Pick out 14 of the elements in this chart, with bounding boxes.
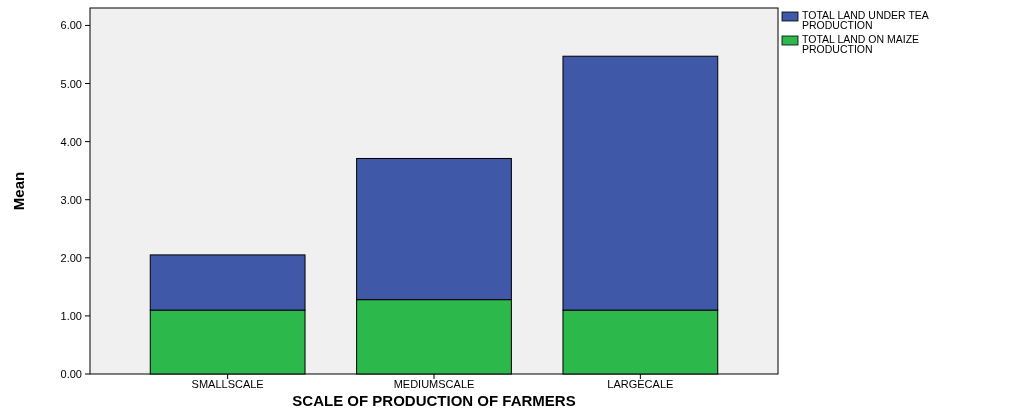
y-tick-label: 0.00: [60, 368, 82, 380]
y-tick-label: 2.00: [60, 251, 82, 264]
y-tick-label: 5.00: [60, 77, 82, 90]
y-tick-label: 6.00: [60, 19, 82, 32]
legend-label: TOTAL LAND ON MAIZE PRODUCTION: [802, 33, 920, 55]
y-tick-label: 1.00: [60, 309, 82, 322]
x-tick-label: SMALLSCALE: [191, 378, 264, 390]
x-tick-label: MEDIUMSCALE: [393, 378, 475, 390]
y-axis-title: Mean: [10, 171, 27, 211]
legend-label: TOTAL LAND UNDER TEA PRODUCTION: [802, 9, 929, 31]
y-tick-label: 3.00: [60, 193, 82, 206]
x-tick-label: LARGECALE: [607, 378, 674, 390]
x-axis-title: SCALE OF PRODUCTION OF FARMERS: [292, 392, 576, 409]
y-tick-label: 4.00: [60, 135, 82, 148]
